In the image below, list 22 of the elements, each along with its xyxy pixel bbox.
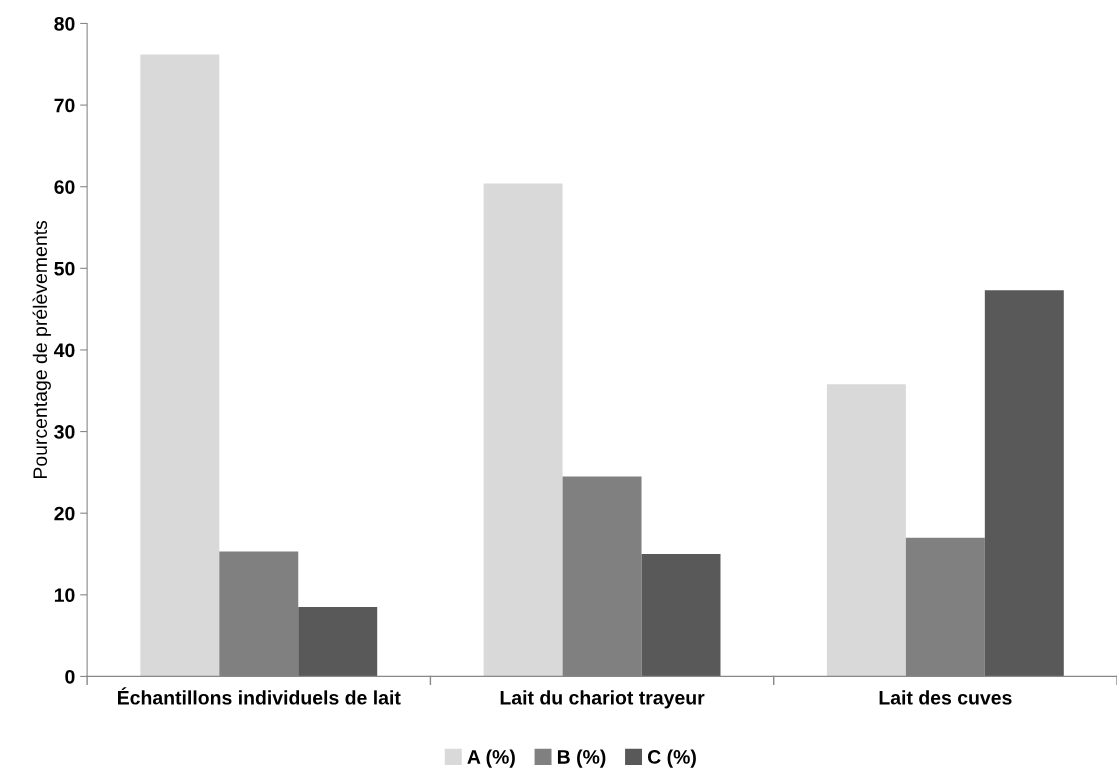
y-tick-label: 70 xyxy=(54,98,75,113)
bar xyxy=(140,54,220,677)
bar xyxy=(984,290,1064,677)
y-tick-label: 80 xyxy=(54,16,75,31)
y-tick-label: 60 xyxy=(54,180,75,194)
y-tick-label: 50 xyxy=(54,261,75,276)
y-tick-label: 30 xyxy=(54,425,75,439)
legend-label: A (%) xyxy=(467,749,515,768)
bar xyxy=(298,607,378,677)
y-axis-title: Pourcentage de prélèvements xyxy=(32,220,51,479)
y-tick-label: 40 xyxy=(53,343,75,358)
x-tick-label: Échantillons individuels de lait xyxy=(118,687,401,705)
y-tick-label: 10 xyxy=(54,588,75,603)
bar xyxy=(641,554,721,677)
x-tick-label: Lait des cuves xyxy=(879,690,1012,705)
x-tick-label: Lait du chariot trayeur xyxy=(500,690,705,709)
y-tick-label: 0 xyxy=(65,669,75,684)
legend-label: C (%) xyxy=(647,749,696,768)
bar xyxy=(483,183,563,677)
legend-label: B (%) xyxy=(557,749,606,768)
y-tick-label: 20 xyxy=(54,506,75,521)
bar xyxy=(826,384,906,677)
